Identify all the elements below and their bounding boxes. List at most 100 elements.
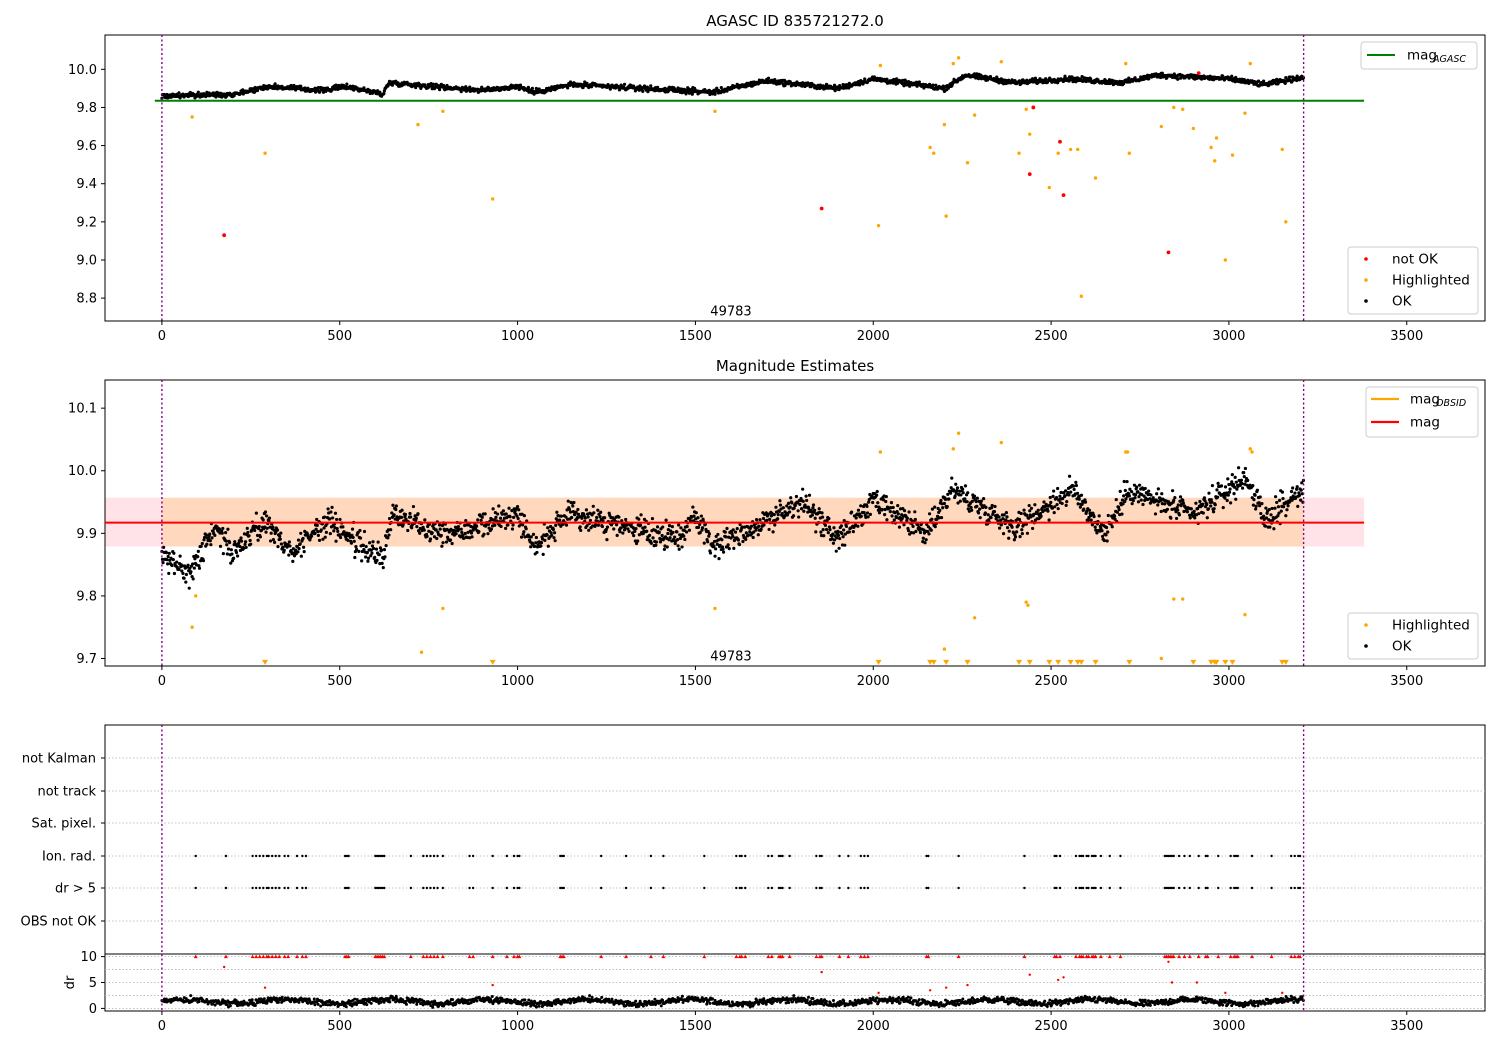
ok-point <box>1181 501 1185 505</box>
flag-marker <box>468 886 471 890</box>
ok-point <box>692 514 696 518</box>
ok-point <box>479 518 483 522</box>
dr-point <box>344 1005 348 1009</box>
flag-marker <box>270 854 274 858</box>
ok-point <box>1206 507 1211 511</box>
ok-point <box>1228 487 1232 491</box>
ok-point <box>1112 514 1117 518</box>
ok-point <box>253 528 257 533</box>
ok-point <box>1139 498 1143 502</box>
estimates-y-axis: 9.79.89.910.010.1 <box>68 402 105 667</box>
legend-agasc-points <box>1347 246 1479 315</box>
ok-point <box>287 553 291 557</box>
flag-marker <box>1250 854 1254 858</box>
ok-point <box>876 501 880 505</box>
ok-point <box>333 511 338 515</box>
ok-point <box>1223 496 1227 500</box>
ok-point <box>713 92 717 96</box>
ok-point <box>1067 474 1072 478</box>
ok-point <box>1013 535 1018 539</box>
highlighted-point <box>928 145 932 150</box>
ok-point <box>754 518 759 522</box>
ok-point <box>256 538 260 542</box>
ok-point <box>807 493 812 497</box>
legend-label-subscript: AGASC <box>1432 54 1466 65</box>
ok-point <box>836 533 841 538</box>
ok-point <box>1211 510 1216 514</box>
ok-point <box>1005 515 1009 519</box>
ok-point <box>615 533 619 537</box>
flag-row-label: not track <box>37 785 96 800</box>
ok-point <box>836 529 840 533</box>
ok-point <box>543 538 547 542</box>
ok-point <box>1130 502 1134 506</box>
ok-point <box>358 536 363 540</box>
ok-point <box>197 566 202 570</box>
flag-marker <box>847 886 850 890</box>
ok-point <box>945 505 949 509</box>
ok-point <box>178 554 182 558</box>
ok-point <box>369 548 373 552</box>
ok-point <box>667 524 672 528</box>
ok-point <box>254 511 258 515</box>
dr-black-points <box>160 994 1305 1009</box>
legend-marker <box>1364 278 1368 282</box>
ok-point <box>1027 503 1031 508</box>
flag-row-label: Sat. pixel. <box>32 817 96 832</box>
ok-point <box>1219 484 1224 488</box>
ok-point <box>1230 473 1234 477</box>
highlighted-point <box>1024 107 1028 112</box>
ok-point <box>354 545 358 549</box>
ok-point <box>677 523 681 527</box>
ok-point <box>1051 494 1055 498</box>
flag-marker <box>863 886 866 890</box>
ok-point <box>447 530 451 534</box>
ok-point <box>360 559 364 563</box>
ok-point <box>193 557 197 561</box>
y-tick-label: 10.0 <box>68 63 97 78</box>
ok-point <box>854 516 858 520</box>
flag-marker <box>441 886 445 890</box>
ok-point <box>1071 484 1076 488</box>
ok-point <box>802 509 806 513</box>
ok-point <box>933 525 937 529</box>
dr-point <box>394 994 398 998</box>
ok-point <box>1288 75 1292 79</box>
dr-point <box>414 997 418 1001</box>
ok-point <box>1046 509 1050 513</box>
ok-point <box>1293 491 1297 495</box>
flag-marker <box>383 854 386 858</box>
flag-marker <box>649 886 653 890</box>
ok-point <box>410 526 414 530</box>
ok-point <box>411 504 416 509</box>
flag-marker <box>1293 854 1296 858</box>
ok-point <box>170 563 174 568</box>
ok-point <box>596 508 600 512</box>
ok-point <box>269 531 273 535</box>
flag-marker <box>491 886 494 890</box>
y-tick-label: 9.9 <box>76 527 97 542</box>
ok-point <box>461 533 465 537</box>
flag-marker <box>735 854 738 858</box>
ok-point <box>376 540 380 544</box>
ok-point <box>229 548 233 552</box>
ok-point <box>828 528 832 532</box>
y-tick-label: 10.0 <box>68 464 97 479</box>
dr-x-axis: 0 500 1000 1500 2000 2500 3000 3500 <box>158 1011 1423 1034</box>
flag-marker <box>251 854 254 858</box>
ok-point <box>558 518 562 522</box>
ok-point <box>961 491 965 495</box>
x-tick-label: 0 <box>158 329 166 344</box>
highlighted-point <box>1191 126 1196 131</box>
ok-point <box>696 525 701 529</box>
ok-point <box>249 542 253 546</box>
flag-marker <box>1177 886 1181 890</box>
ok-point <box>1153 512 1158 516</box>
ok-point <box>1079 493 1084 497</box>
ok-point <box>390 83 394 87</box>
flag-marker <box>815 886 818 890</box>
ok-point <box>596 523 600 527</box>
ok-point <box>316 533 321 538</box>
ok-point <box>268 525 272 529</box>
ok-point <box>1036 508 1040 512</box>
